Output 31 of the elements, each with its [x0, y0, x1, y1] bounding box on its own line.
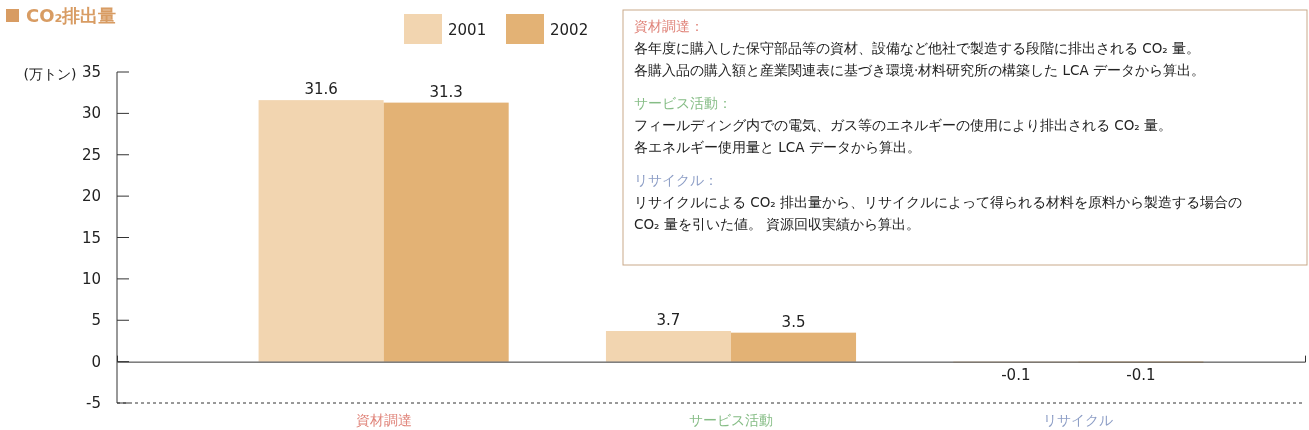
y-axis-title: (万トン)	[23, 66, 77, 82]
chart-title: CO₂排出量	[26, 5, 117, 26]
y-tick-label: 30	[81, 104, 101, 123]
y-tick-label: 0	[91, 352, 101, 371]
data-label: -0.1	[1126, 366, 1156, 385]
annotation: 各購入品の購入額と産業関連表に基づき環境·材料研究所の構築した LCA データから算出。	[634, 62, 1206, 78]
data-label: 31.3	[429, 82, 463, 101]
data-label: 3.7	[656, 311, 681, 330]
annotation: リサイクル：	[634, 172, 718, 188]
annotation: フィールディング内での電気、ガス等のエネルギーの使用により排出される CO₂ 量。	[634, 117, 1173, 133]
data-label: 3.5	[781, 312, 806, 331]
y-tick-label: -5	[86, 394, 101, 412]
annotation: リサイクルによる CO₂ 排出量から、リサイクルによって得られる材料を原料から製造する場合の	[634, 194, 1243, 210]
annotation: CO₂ 量を引いた値。 資源回収実績から算出。	[634, 216, 921, 232]
y-tick-label: 20	[81, 187, 101, 206]
y-tick-label: 35	[81, 63, 101, 81]
y-tick-label: 10	[81, 269, 101, 288]
text: 各年度に購入した保守部品等の資材、設備など他社で製造する段階に排出される CO₂ 量。	[634, 40, 1201, 56]
y-tick-label: 25	[81, 145, 101, 164]
legend-label: 2001	[448, 21, 487, 39]
x-tick-label: 資材調達	[355, 412, 412, 428]
annotation: サービス活動：	[634, 95, 732, 111]
data-label: -0.1	[1001, 366, 1031, 385]
data-label: 31.6	[304, 80, 338, 99]
annotation: 各エネルギー使用量と LCA データから算出。	[634, 139, 921, 155]
y-tick-label: 15	[81, 228, 101, 247]
text: 資材調達：	[634, 18, 704, 34]
x-tick-label: サービス活動	[689, 412, 773, 428]
legend-label: 2002	[550, 21, 589, 39]
x-tick-label: リサイクル	[1043, 412, 1114, 428]
y-tick-label: 5	[91, 311, 101, 330]
